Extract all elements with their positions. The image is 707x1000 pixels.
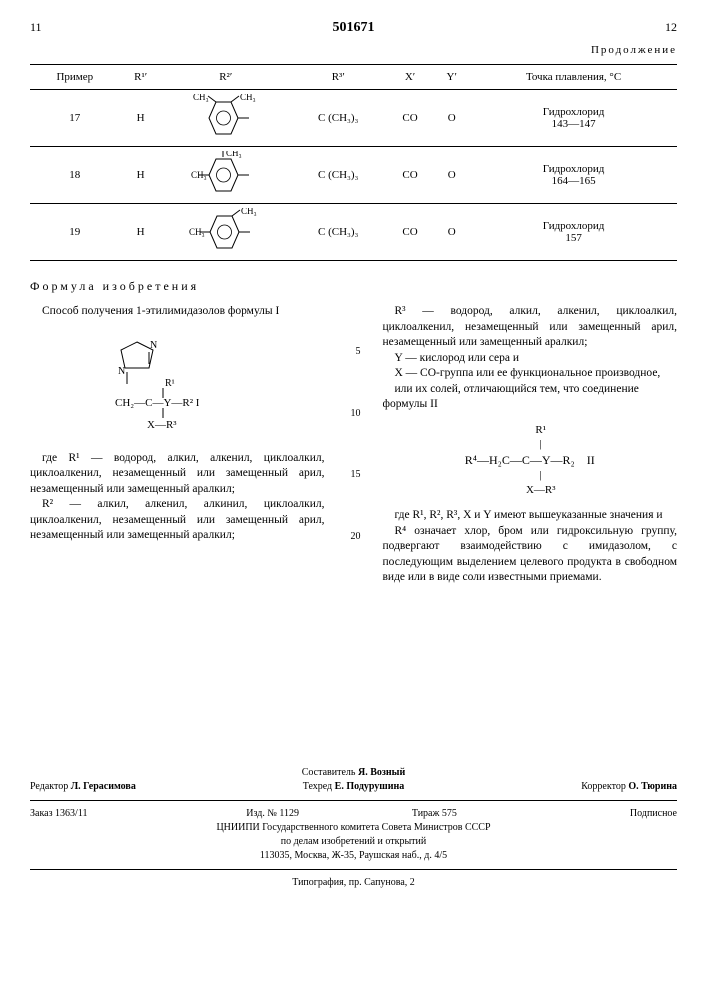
svg-text:CH₃: CH₃ [193,94,209,102]
svg-text:X—R³: X—R³ [147,419,177,431]
right-p1: R³ — водород, алкил, алкенил, циклоалкил… [383,304,678,351]
imidazole-icon: N N R¹ CH₂—C—Y—R² I X—R³ [107,336,247,431]
page-header: 11 501671 12 [30,20,677,40]
right-p2: Y — кислород или сера и [383,351,678,367]
cell-y: O [433,204,470,261]
right-column: R³ — водород, алкил, алкенил, циклоалкил… [383,304,678,586]
svg-text:CH₂—C—Y—R² I: CH₂—C—Y—R² I [115,397,200,409]
table-header-row: Пример R¹′ R²′ R³′ X′ Y′ Точка плавления… [30,65,677,90]
left-column: Способ получения 1-этилимидазолов формул… [30,304,325,586]
cell-r3: C (CH₃)₃ [290,90,387,147]
cell-n: 18 [30,147,120,204]
cell-n: 17 [30,90,120,147]
patent-number: 501671 [30,20,677,36]
cell-x: CO [387,204,434,261]
cell-r1: H [120,90,162,147]
svg-text:N: N [118,366,125,377]
cell-n: 19 [30,204,120,261]
svg-text:R¹: R¹ [165,378,175,389]
col-r3: R³′ [290,65,387,90]
svg-text:CH₃: CH₃ [241,208,257,216]
svg-text:CH₃: CH₃ [226,151,242,158]
cell-r3: C (CH₃)₃ [290,147,387,204]
right-p6: R⁴ означает хлор, бром или гидроксильную… [383,524,678,586]
col-example: Пример [30,65,120,90]
imprint-footer: Составитель Я. Возный Редактор Л. Гераси… [30,766,677,890]
formula-ii: R¹ | R⁴—H₂C—C—Y—R₂ II | X—R³ [383,423,678,499]
left-p2: где R¹ — водород, алкил, алкенил, циклоа… [30,451,325,498]
left-p1: Способ получения 1-этилимидазолов формул… [30,304,325,320]
cell-mp: Гидрохлорид143—147 [470,90,677,147]
benzene-icon: CH₃ CH₃ [191,151,261,199]
col-r2: R²′ [162,65,290,90]
cell-mp: Гидрохлорид164—165 [470,147,677,204]
left-p3: R² — алкил, алкенил, алкинил, циклоалкил… [30,497,325,544]
cell-r3: C (CH₃)₃ [290,204,387,261]
col-mp: Точка плавления, °C [470,65,677,90]
table-row: 19 H CH₃ CH₃ C (CH₃)₃ CO O Гидрохлорид15… [30,204,677,261]
svg-text:CH₃: CH₃ [191,170,207,180]
cell-y: O [433,90,470,147]
cell-x: CO [387,147,434,204]
svg-text:N: N [150,340,157,351]
formula-i: N N R¹ CH₂—C—Y—R² I X—R³ [30,330,325,441]
benzene-icon: CH₃ CH₃ [191,94,261,142]
col-x: X′ [387,65,434,90]
cell-mp: Гидрохлорид157 [470,204,677,261]
right-p5: где R¹, R², R³, X и Y имеют вышеуказанны… [383,508,678,524]
svg-text:CH₃: CH₃ [189,227,205,237]
cell-r1: H [120,204,162,261]
cell-r1: H [120,147,162,204]
col-y: Y′ [433,65,470,90]
table-row: 18 H CH₃ CH₃ C (CH₃)₃ CO O Гидрохлорид16… [30,147,677,204]
table-row: 17 H CH₃ CH₃ C (CH₃)₃ CO O Гидрохлорид14… [30,90,677,147]
page-right: 12 [665,20,677,35]
right-p3: X — CO-группа или ее функциональное прои… [383,366,678,382]
cell-x: CO [387,90,434,147]
right-p4: или их солей, отличающийся тем, что соед… [383,382,678,413]
line-numbers: 5 10 15 20 [345,304,363,586]
cell-y: O [433,147,470,204]
claims-body: Способ получения 1-этилимидазолов формул… [30,304,677,586]
svg-text:CH₃: CH₃ [240,94,256,102]
claims-header: Формула изобретения [30,279,677,294]
cell-r2-struct: CH₃ CH₃ [162,204,290,261]
continuation-label: Продолжение [30,44,677,56]
cell-r2-struct: CH₃ CH₃ [162,90,290,147]
benzene-icon: CH₃ CH₃ [189,208,263,256]
cell-r2-struct: CH₃ CH₃ [162,147,290,204]
col-r1: R¹′ [120,65,162,90]
substituent-table: Пример R¹′ R²′ R³′ X′ Y′ Точка плавления… [30,64,677,261]
